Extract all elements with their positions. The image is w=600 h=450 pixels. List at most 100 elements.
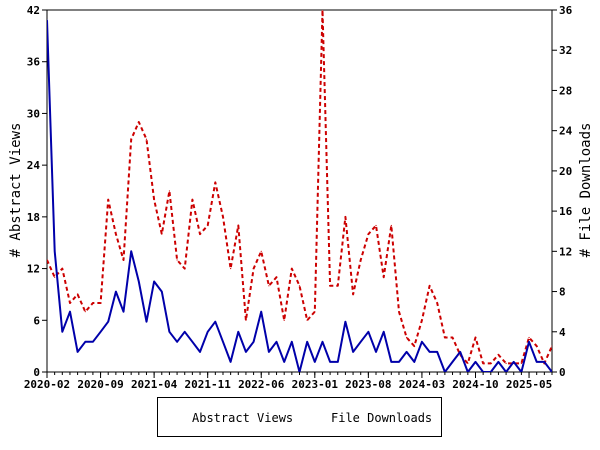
data-point-abstract-views xyxy=(360,259,362,261)
data-point-file-downloads xyxy=(168,331,171,333)
data-point-abstract-views xyxy=(191,199,193,201)
data-point-file-downloads xyxy=(153,280,155,283)
data-point-file-downloads xyxy=(130,250,132,252)
data-point-abstract-views xyxy=(298,285,301,287)
data-point-file-downloads xyxy=(298,371,301,372)
data-point-abstract-views xyxy=(138,121,140,123)
data-point-file-downloads xyxy=(482,371,484,372)
data-point-abstract-views xyxy=(451,336,454,339)
data-point-file-downloads xyxy=(528,341,530,343)
data-point-file-downloads xyxy=(543,361,545,363)
data-point-file-downloads xyxy=(390,361,392,363)
data-point-abstract-views xyxy=(214,181,216,183)
data-point-file-downloads xyxy=(314,361,316,363)
data-point-abstract-views xyxy=(61,267,63,270)
data-point-file-downloads xyxy=(291,341,293,343)
data-point-abstract-views xyxy=(421,319,423,321)
data-point-file-downloads xyxy=(520,371,522,372)
data-point-abstract-views xyxy=(474,336,477,339)
data-point-abstract-views xyxy=(536,345,538,347)
legend-label-abstract-views: Abstract Views xyxy=(192,411,294,425)
data-point-file-downloads xyxy=(375,351,377,353)
data-point-file-downloads xyxy=(107,321,109,323)
x-axis-tick-label: 2025-05 xyxy=(506,378,552,391)
data-point-abstract-views xyxy=(107,199,109,201)
left-axis-tick-label: 6 xyxy=(33,314,40,327)
data-point-abstract-views xyxy=(436,302,438,304)
data-point-file-downloads xyxy=(176,341,178,343)
data-point-abstract-views xyxy=(528,336,530,339)
data-point-file-downloads xyxy=(474,361,477,363)
left-axis-tick-label: 24 xyxy=(27,159,41,172)
plot-area: 0 6 12 18 24 30 36 42 0 4 8 12 16 20 24 28 32 36 2020-02 20… xyxy=(24,4,573,391)
data-point-abstract-views xyxy=(428,285,431,287)
right-axis-tick-label: 16 xyxy=(559,205,573,218)
data-point-file-downloads xyxy=(145,321,148,323)
data-point-abstract-views xyxy=(520,362,522,364)
data-point-file-downloads xyxy=(490,371,492,372)
data-point-file-downloads xyxy=(69,311,71,313)
data-point-file-downloads xyxy=(428,351,431,353)
data-point-abstract-views xyxy=(283,319,285,321)
data-point-abstract-views xyxy=(237,224,239,227)
x-axis-tick-label: 2021-11 xyxy=(185,378,232,391)
data-point-abstract-views xyxy=(375,224,377,227)
data-point-abstract-views xyxy=(398,311,400,313)
data-point-abstract-views xyxy=(99,302,102,304)
left-axis-title: # Abstract Views xyxy=(8,123,24,258)
data-point-file-downloads xyxy=(99,331,102,333)
x-axis-tick-label: 2024-03 xyxy=(399,378,445,391)
right-axis-tick-label: 36 xyxy=(559,4,573,17)
x-axis-tick-label: 2020-02 xyxy=(24,378,70,391)
data-point-abstract-views xyxy=(505,362,507,364)
data-point-file-downloads xyxy=(444,371,446,372)
data-point-abstract-views xyxy=(230,267,232,270)
data-point-file-downloads xyxy=(54,250,56,252)
data-point-file-downloads xyxy=(321,341,324,343)
data-point-abstract-views xyxy=(47,259,48,261)
data-point-abstract-views xyxy=(252,267,255,270)
x-axis-tick-label: 2020-09 xyxy=(77,378,123,391)
data-point-abstract-views xyxy=(390,224,392,227)
data-point-file-downloads xyxy=(138,280,140,283)
right-axis-title: # File Downloads xyxy=(578,123,594,258)
x-axis-tick-label: 2022-06 xyxy=(238,378,285,391)
data-point-file-downloads xyxy=(61,331,63,333)
data-point-file-downloads xyxy=(92,341,94,343)
left-axis-tick-label: 30 xyxy=(27,107,40,120)
right-axis-tick-label: 4 xyxy=(559,326,566,339)
data-point-file-downloads xyxy=(383,331,385,333)
data-point-file-downloads xyxy=(222,341,224,343)
right-axis-tick-label: 20 xyxy=(559,165,572,178)
data-point-file-downloads xyxy=(497,361,500,363)
data-point-abstract-views xyxy=(84,311,86,313)
right-axis-tick-label: 0 xyxy=(559,366,566,379)
plot-frame xyxy=(46,9,553,373)
data-point-abstract-views xyxy=(54,276,56,278)
data-point-file-downloads xyxy=(467,371,469,372)
right-axis-tick-label: 28 xyxy=(559,84,572,97)
data-point-abstract-views xyxy=(245,319,247,321)
data-point-abstract-views xyxy=(222,216,224,218)
data-point-file-downloads xyxy=(406,351,408,353)
data-point-file-downloads xyxy=(337,361,339,363)
data-point-abstract-views xyxy=(413,345,415,347)
data-point-abstract-views xyxy=(130,138,132,140)
data-point-file-downloads xyxy=(122,311,125,313)
x-axis-tick-label: 2023-08 xyxy=(345,378,391,391)
left-axis-tick-label: 12 xyxy=(27,263,40,276)
data-point-file-downloads xyxy=(84,341,86,343)
data-point-abstract-views xyxy=(77,293,79,296)
data-point-file-downloads xyxy=(344,321,347,323)
data-point-abstract-views xyxy=(199,233,201,235)
data-point-abstract-views xyxy=(153,199,155,201)
data-point-file-downloads xyxy=(199,351,201,353)
data-point-file-downloads xyxy=(283,361,285,363)
data-point-file-downloads xyxy=(214,321,216,323)
data-point-abstract-views xyxy=(551,345,552,347)
data-point-file-downloads xyxy=(245,351,247,353)
right-axis-tick-label: 32 xyxy=(559,44,572,57)
data-point-abstract-views xyxy=(92,302,94,304)
data-point-file-downloads xyxy=(360,341,362,343)
